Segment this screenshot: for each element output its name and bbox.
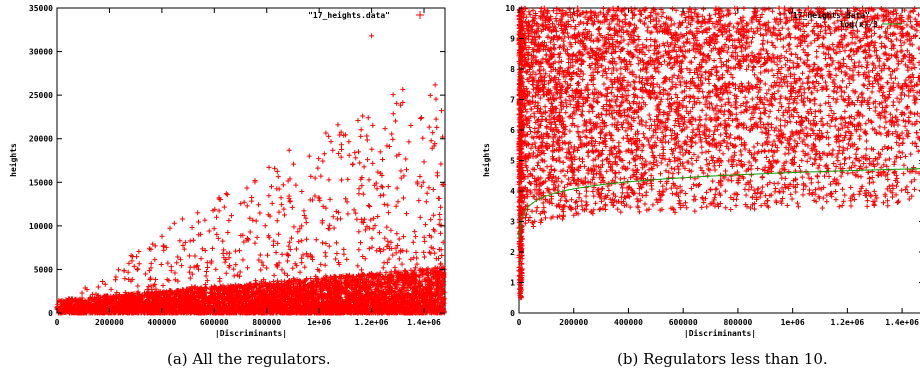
chart-a-points (54, 33, 447, 316)
chart-a: 0 200000 400000 600000 800000 1e+06 1.2e+06 1.4… (8, 4, 447, 338)
data-point (408, 267, 414, 273)
chart-a-frame (56, 7, 446, 314)
